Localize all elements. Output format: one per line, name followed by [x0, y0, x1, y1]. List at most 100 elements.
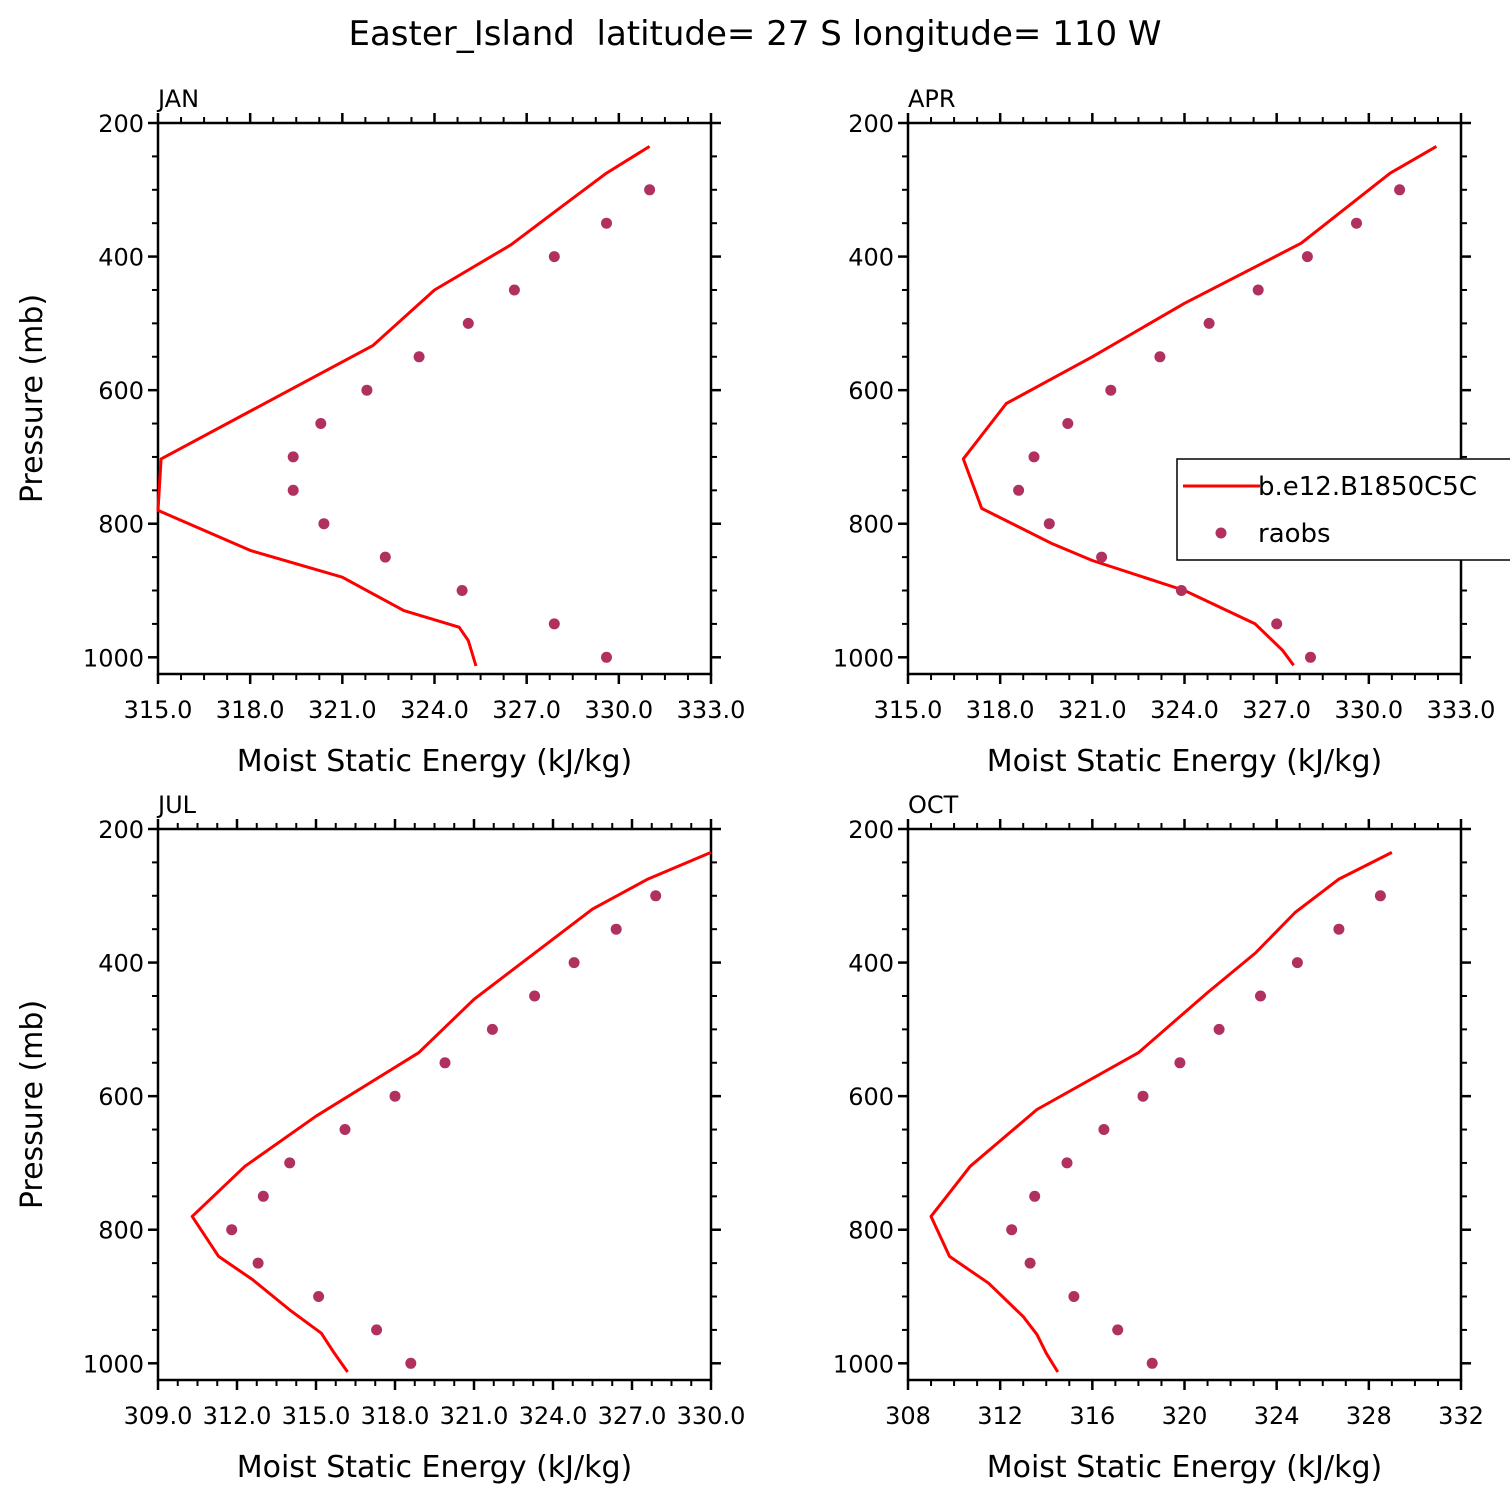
y-tick-label: 600 [848, 1083, 894, 1111]
x-tick-label: 316 [1069, 1402, 1115, 1430]
y-tick-label: 1000 [833, 644, 894, 672]
raobs-point [1374, 890, 1386, 902]
x-tick-label: 333.0 [677, 696, 746, 724]
y-tick-label: 200 [98, 816, 144, 844]
raobs-point [313, 1291, 325, 1302]
x-tick-label: 330.0 [677, 1402, 746, 1430]
raobs-point [1146, 1357, 1158, 1369]
raobs-point [1305, 651, 1316, 663]
raobs-point [1174, 1057, 1186, 1069]
raobs-point [1029, 1190, 1041, 1202]
model-line [961, 145, 1438, 667]
x-tick-label: 333.0 [1427, 696, 1496, 724]
x-tick-label: 320 [1162, 1402, 1208, 1430]
x-tick-label: 318.0 [966, 696, 1035, 724]
plot-frame [906, 827, 1463, 1382]
legend-marker-swatch [1215, 527, 1227, 539]
y-tick-label: 400 [848, 950, 894, 978]
raobs-point [610, 923, 622, 935]
raobs-point [1061, 1157, 1073, 1169]
raobs-point [1013, 484, 1025, 496]
raobs-point [339, 1124, 351, 1135]
raobs-point [361, 384, 373, 396]
raobs-point [287, 484, 299, 496]
x-axis-label: Moist Static Energy (kJ/kg) [987, 1450, 1383, 1485]
raobs-point [1062, 418, 1074, 429]
y-tick-label: 1000 [83, 644, 144, 672]
y-tick-label: 400 [98, 950, 144, 978]
x-tick-label: 321.0 [1058, 696, 1127, 724]
model-line [190, 851, 712, 1373]
raobs-point [462, 317, 474, 329]
model-line [156, 145, 651, 667]
panel-jan: 315.0 318.0 321.0 324.0 327.0 330.0 333.0 200 40… [15, 85, 745, 779]
raobs-point [1154, 351, 1166, 363]
panel-label: JAN [156, 85, 199, 113]
y-tick-label: 200 [848, 816, 894, 844]
raobs-point [1301, 251, 1313, 263]
x-tick-label: 327.0 [492, 696, 561, 724]
raobs-point [1255, 990, 1266, 1002]
y-tick-label: 1000 [833, 1350, 894, 1378]
raobs-point [1043, 518, 1055, 530]
x-tick-label: 327.0 [1242, 696, 1311, 724]
legend-label-raobs: raobs [1258, 519, 1331, 549]
panel-label: APR [908, 85, 956, 113]
raobs-point [548, 618, 560, 630]
x-tick-label: 315.0 [282, 1402, 351, 1430]
raobs-point [486, 1023, 498, 1035]
raobs-point [601, 651, 612, 663]
x-tick-label: 332 [1438, 1402, 1484, 1430]
y-tick-label: 800 [848, 511, 894, 539]
x-tick-label: 327.0 [598, 1402, 667, 1430]
y-tick-label: 800 [98, 1217, 144, 1245]
x-tick-label: 321.0 [440, 1402, 509, 1430]
raobs-point [650, 890, 662, 902]
y-axis-label: Pressure (mb) [15, 1000, 50, 1209]
x-tick-label: 324.0 [400, 696, 469, 724]
raobs-point [379, 551, 391, 563]
y-axis-label: Pressure (mb) [15, 294, 50, 503]
chart-title: Easter_Island latitude= 27 S longitude= … [348, 14, 1161, 54]
x-tick-label: 312 [977, 1402, 1023, 1430]
legend-box [1176, 458, 1510, 561]
raobs-point [389, 1090, 401, 1102]
x-axis-label: Moist Static Energy (kJ/kg) [987, 744, 1383, 779]
y-tick-label: 600 [98, 377, 144, 405]
raobs-point [1394, 184, 1406, 196]
panel-apr: 315.0 318.0 321.0 324.0 327.0 330.0 333.0 200 40… [833, 85, 1495, 779]
y-tick-label: 1000 [83, 1350, 144, 1378]
raobs-point [413, 351, 425, 363]
raobs-point [1333, 923, 1345, 935]
raobs-point [1112, 1324, 1124, 1336]
raobs-point [1068, 1291, 1080, 1302]
model-line [929, 851, 1393, 1373]
raobs-point [257, 1190, 269, 1202]
y-tick-label: 600 [98, 1083, 144, 1111]
panel-jul: 309.0 312.0 315.0 318.0 321.0 324.0 327.0 330.0… [15, 791, 745, 1485]
raobs-point [1098, 1124, 1110, 1135]
raobs-point [371, 1324, 383, 1336]
y-tick-label: 200 [848, 110, 894, 138]
x-tick-label: 315.0 [874, 696, 943, 724]
raobs-point [1137, 1090, 1149, 1102]
raobs-point [1006, 1224, 1018, 1236]
x-tick-label: 321.0 [308, 696, 377, 724]
raobs-point [226, 1224, 238, 1236]
raobs-point [1024, 1257, 1036, 1269]
y-tick-label: 400 [98, 244, 144, 272]
raobs-point [405, 1357, 417, 1369]
x-tick-label: 309.0 [124, 1402, 193, 1430]
raobs-point [1028, 451, 1040, 463]
raobs-point [1203, 317, 1215, 329]
raobs-point [1252, 284, 1264, 296]
x-tick-label: 330.0 [584, 696, 653, 724]
raobs-point [252, 1257, 264, 1269]
x-axis-label: Moist Static Energy (kJ/kg) [237, 1450, 633, 1485]
y-tick-label: 200 [98, 110, 144, 138]
x-axis-label: Moist Static Energy (kJ/kg) [237, 744, 633, 779]
x-tick-label: 324.0 [519, 1402, 588, 1430]
raobs-point [508, 284, 520, 296]
x-tick-label: 324 [1254, 1402, 1300, 1430]
y-tick-label: 400 [848, 244, 894, 272]
